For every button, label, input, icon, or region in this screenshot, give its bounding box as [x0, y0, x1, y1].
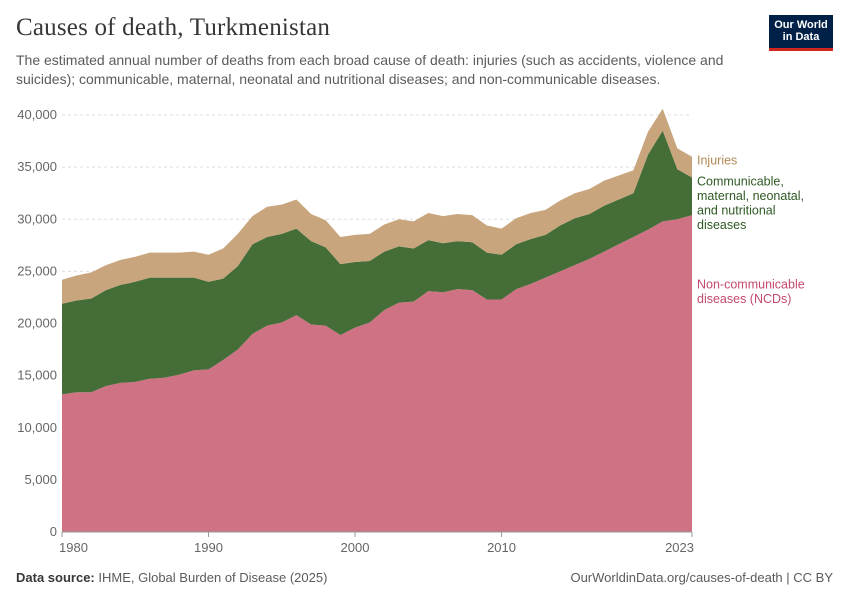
- data-source-label: Data source:: [16, 570, 95, 585]
- series-label-communicable: Communicable,: [697, 175, 784, 189]
- owid-logo[interactable]: Our World in Data: [769, 15, 833, 51]
- y-tick-label: 20,000: [17, 316, 57, 331]
- x-tick-label: 2000: [341, 540, 370, 555]
- source-url-link[interactable]: OurWorldinData.org/causes-of-death | CC …: [570, 570, 833, 585]
- series-label-ncd: diseases (NCDs): [697, 292, 791, 306]
- area-ncd[interactable]: [62, 215, 692, 532]
- y-tick-label: 30,000: [17, 211, 57, 226]
- logo-line-1: Our World: [774, 19, 828, 31]
- chart-subtitle: The estimated annual number of deaths fr…: [16, 52, 724, 87]
- y-tick-label: 5,000: [24, 472, 57, 487]
- area-communicable[interactable]: [62, 130, 692, 395]
- y-tick-label: 35,000: [17, 159, 57, 174]
- y-tick-label: 40,000: [17, 107, 57, 122]
- series-label-ncd: Non-communicable: [697, 278, 805, 292]
- axes: 0 5,000 10,000 15,000 20,000 25,000 30,000 35,0…: [17, 107, 694, 555]
- series-label-injuries: Injuries: [697, 154, 737, 168]
- x-tick-label: 1990: [194, 540, 223, 555]
- y-tick-label: 15,000: [17, 368, 57, 383]
- x-tick-label: 2023: [665, 540, 694, 555]
- y-tick-label: 25,000: [17, 263, 57, 278]
- series-label-communicable: diseases: [697, 218, 746, 232]
- x-tick-label: 1980: [59, 540, 88, 555]
- x-tick-label: 2010: [487, 540, 516, 555]
- area-injuries[interactable]: [62, 108, 692, 304]
- series-label-communicable: and nutritional: [697, 204, 776, 218]
- data-source: Data source: IHME, Global Burden of Dise…: [16, 570, 327, 585]
- data-source-text: IHME, Global Burden of Disease (2025): [98, 570, 328, 585]
- y-tick-label: 0: [50, 524, 57, 539]
- chart-title: Causes of death, Turkmenistan: [16, 14, 331, 41]
- logo-line-2: in Data: [782, 31, 820, 43]
- series-areas[interactable]: [62, 108, 692, 532]
- series-label-communicable: maternal, neonatal,: [697, 189, 804, 203]
- y-tick-label: 10,000: [17, 420, 57, 435]
